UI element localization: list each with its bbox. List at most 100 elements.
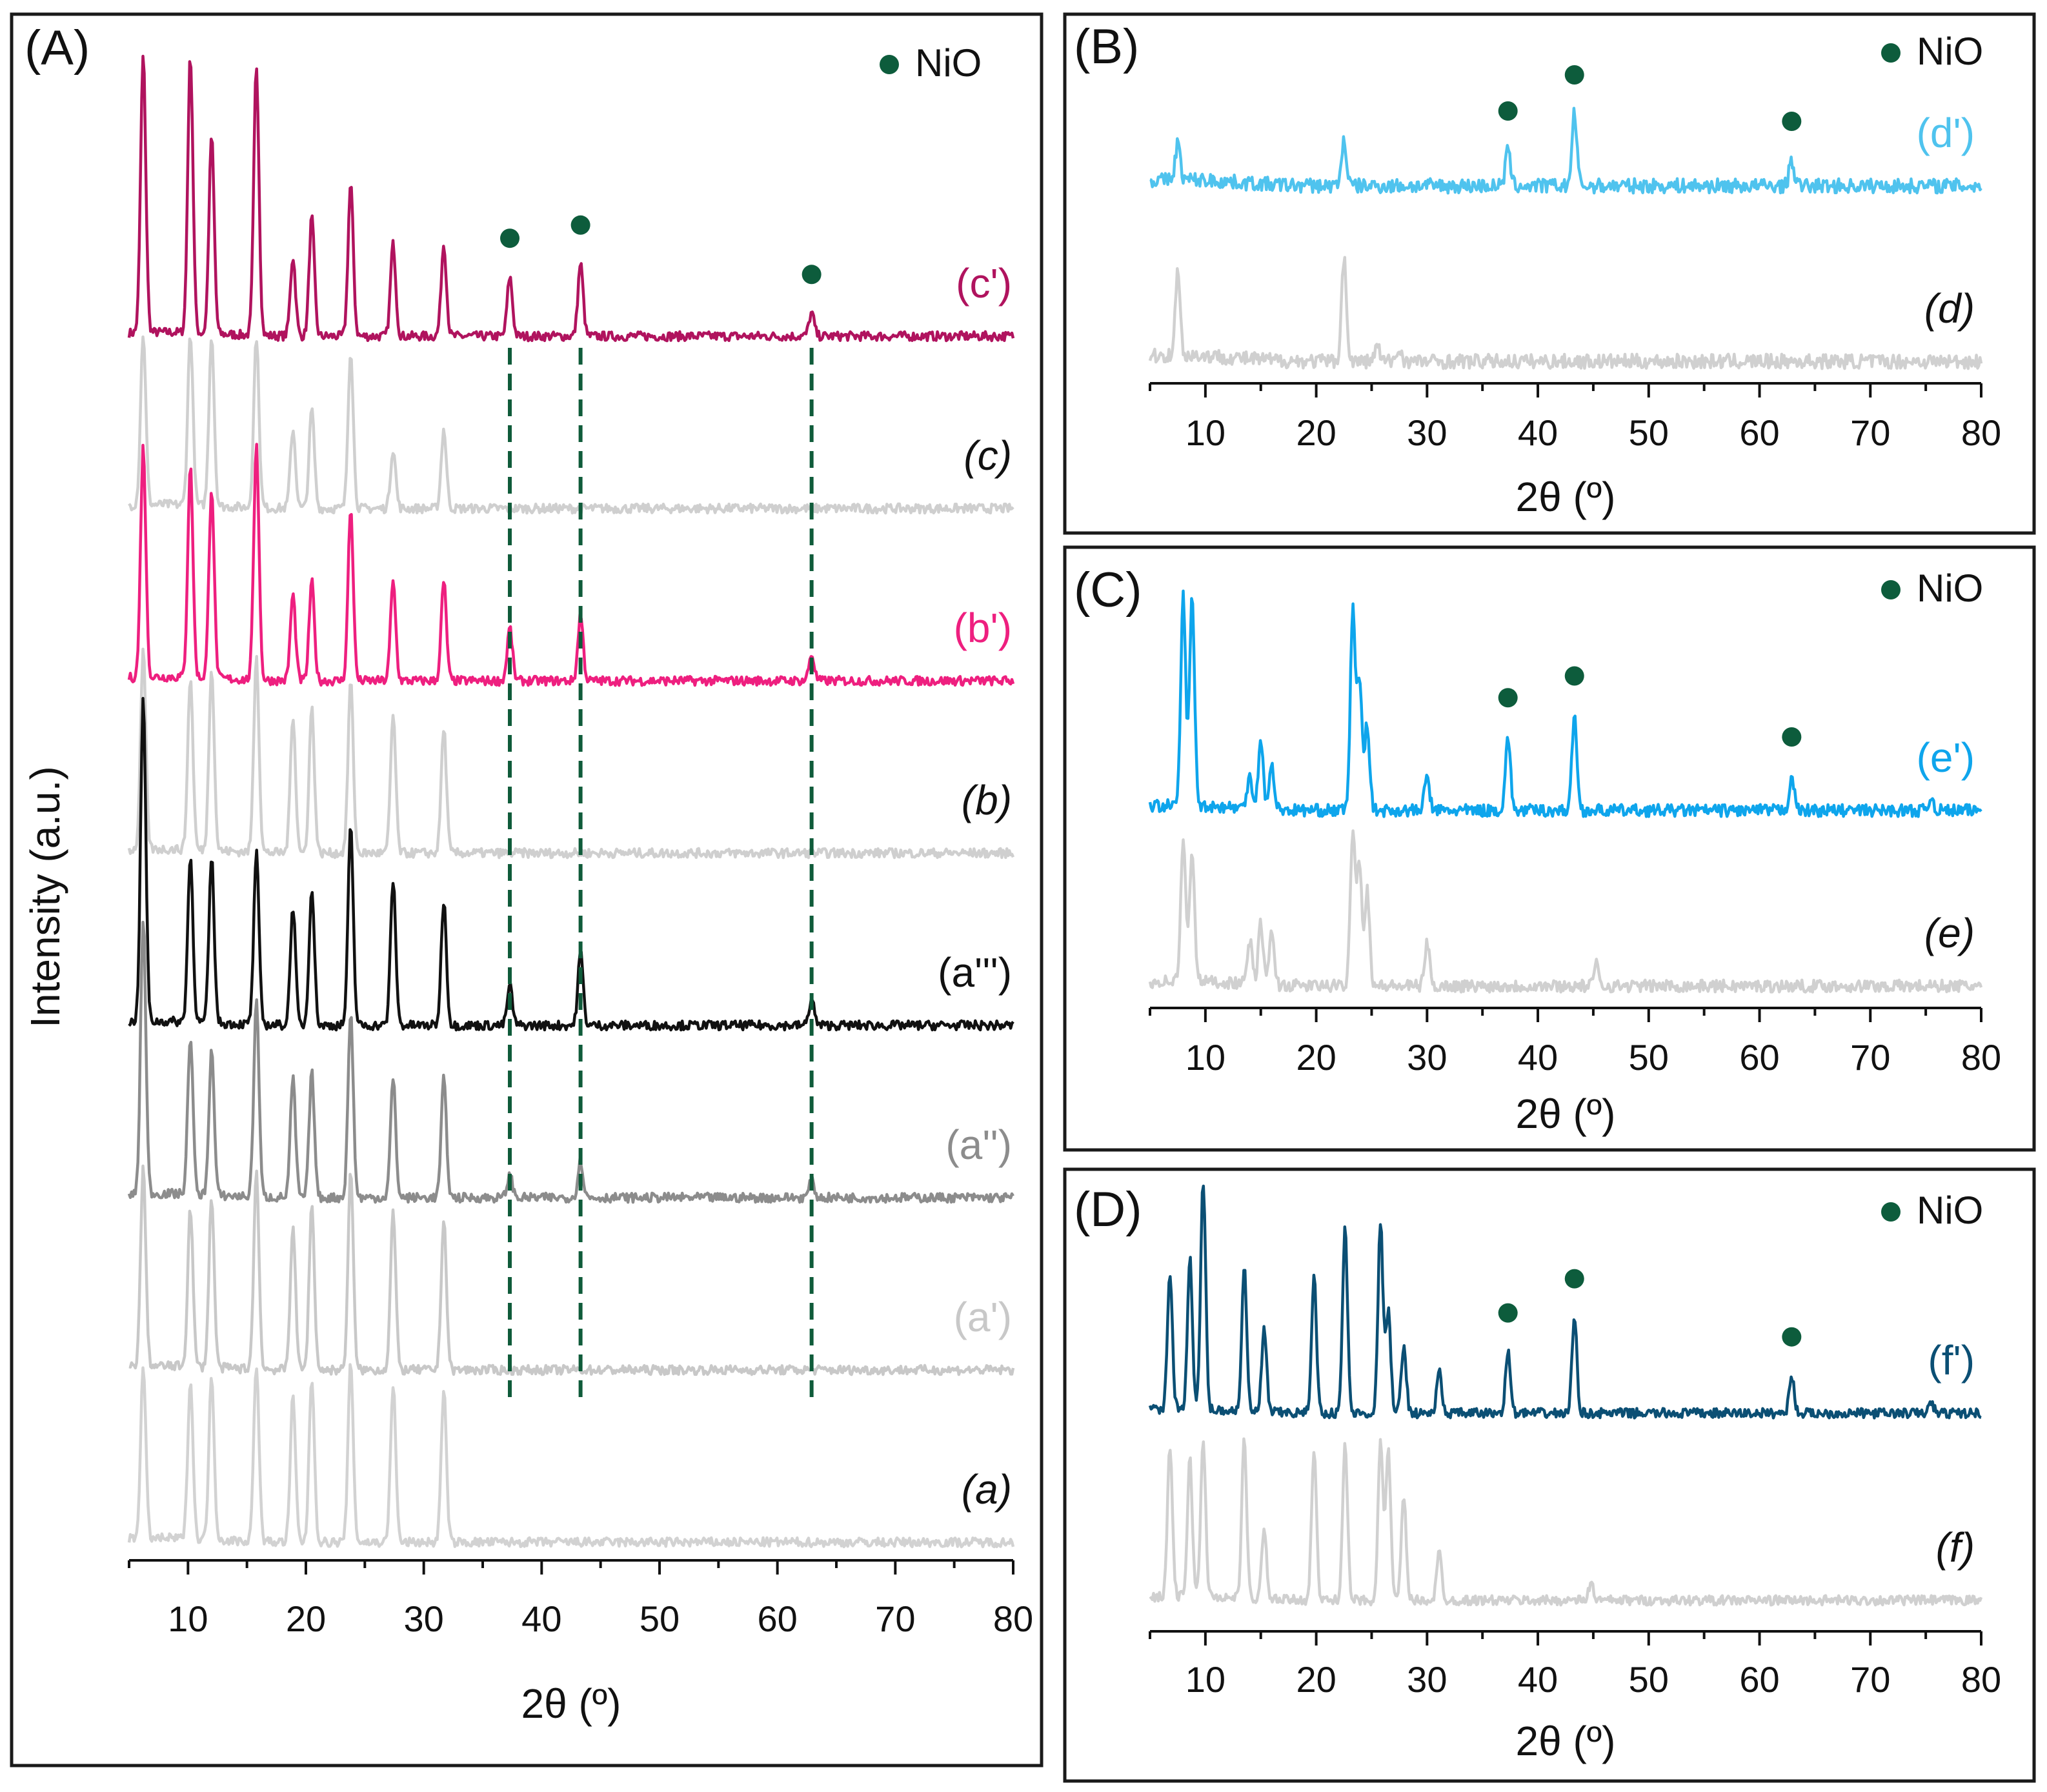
- series-b: (b): [127, 647, 1015, 860]
- x-tick-label: 20: [1296, 1659, 1336, 1700]
- nio-peak-marker: [1782, 727, 1802, 747]
- x-tick-label: 60: [1739, 412, 1779, 453]
- series-line: [127, 1363, 1015, 1549]
- series-a: (a): [127, 1363, 1015, 1549]
- series-label: (f'): [1928, 1337, 1975, 1384]
- x-tick-label: 30: [1407, 412, 1447, 453]
- series-line: [128, 697, 1014, 1032]
- legend: NiO: [880, 41, 982, 85]
- x-axis: 10 20 30 40 50 60 70 80 2θ (º): [128, 1559, 1033, 1727]
- series-line: [1148, 589, 1982, 818]
- x-tick-label: 60: [1739, 1037, 1779, 1078]
- legend-nio-marker: [1881, 43, 1901, 63]
- nio-peak-marker: [1564, 1269, 1584, 1289]
- x-tick-label: 20: [1296, 412, 1336, 453]
- nio-peak-marker: [1498, 688, 1518, 708]
- series-d: (d'): [1149, 106, 1982, 195]
- x-tick-label: 70: [875, 1598, 915, 1639]
- series-label: (a''): [945, 1122, 1012, 1168]
- x-tick-label: 60: [758, 1598, 798, 1639]
- series-label: (c): [963, 432, 1012, 479]
- series-label: (f): [1936, 1524, 1975, 1571]
- series-label: (e'): [1917, 734, 1975, 781]
- nio-peak-marker: [1782, 112, 1802, 131]
- series-line: [1149, 1437, 1983, 1607]
- x-tick-label: 10: [1185, 1659, 1225, 1700]
- series-label: (d'): [1917, 110, 1975, 156]
- series-line: [127, 647, 1015, 860]
- legend-label: NiO: [1917, 1189, 1983, 1232]
- panel-b: (B) NiO 10 20 30 40 50 60 70 80 2θ (º) (d') (d): [1063, 12, 2036, 535]
- legend-label: NiO: [1917, 30, 1983, 73]
- x-axis: 10 20 30 40 50 60 70 80 2θ (º): [1149, 1007, 2001, 1137]
- panel-letter: (B): [1074, 19, 1139, 74]
- series-c: (c'): [127, 54, 1015, 343]
- x-tick-label: 30: [404, 1598, 444, 1639]
- x-tick-label: 70: [1850, 1659, 1890, 1700]
- x-tick-label: 40: [1518, 412, 1558, 453]
- legend-nio-marker: [1881, 580, 1901, 599]
- series-line: [128, 335, 1014, 515]
- series-line: [1148, 256, 1983, 370]
- series-d: (d): [1148, 256, 1983, 370]
- x-tick-label: 50: [1629, 412, 1669, 453]
- panel-frame: [10, 12, 1044, 1767]
- panel-letter: (D): [1074, 1182, 1142, 1237]
- nio-peak-marker: [570, 215, 590, 235]
- x-tick-label: 20: [1296, 1037, 1336, 1078]
- series-label: (e): [1924, 910, 1975, 956]
- x-tick-label: 50: [640, 1598, 680, 1639]
- series-e: (e): [1148, 829, 1983, 994]
- x-tick-label: 60: [1739, 1659, 1779, 1700]
- series-label: (d): [1924, 285, 1975, 332]
- x-axis-title: 2θ (º): [1516, 1091, 1616, 1137]
- legend-label: NiO: [1917, 567, 1983, 610]
- series-label: (a'''): [938, 949, 1012, 996]
- x-tick-label: 30: [1407, 1037, 1447, 1078]
- panel-letter: (C): [1074, 563, 1142, 618]
- x-tick-label: 80: [1961, 1037, 2001, 1078]
- series-line: [1148, 829, 1983, 994]
- panel-frame: [1063, 12, 2036, 535]
- series-a: (a'): [128, 1164, 1015, 1376]
- x-tick-label: 10: [1185, 412, 1225, 453]
- panel-d: (D) NiO 10 20 30 40 50 60 70 80 2θ (º) (f') (f): [1063, 1167, 2036, 1783]
- x-tick-label: 10: [168, 1598, 208, 1639]
- nio-peak-marker: [1564, 65, 1584, 85]
- x-tick-label: 70: [1850, 1037, 1890, 1078]
- x-tick-label: 20: [286, 1598, 326, 1639]
- nio-peak-marker: [1782, 1327, 1802, 1347]
- x-tick-label: 40: [1518, 1659, 1558, 1700]
- nio-peak-marker: [1564, 666, 1584, 686]
- series-label: (a): [962, 1466, 1012, 1513]
- series-e: (e'): [1148, 589, 1982, 818]
- x-axis-title: 2θ (º): [521, 1680, 621, 1727]
- panel-a: (A) NiO 10 20 30 40 50 60 70 80 2θ (º) Intensity (a…: [10, 12, 1044, 1767]
- series-f: (f'): [1148, 1184, 1982, 1420]
- series-label: (c'): [956, 260, 1012, 307]
- series-a: (a''): [127, 920, 1014, 1204]
- panel-frame: [1063, 1167, 2036, 1783]
- series-line: [1148, 1184, 1982, 1420]
- legend-nio-marker: [1881, 1202, 1901, 1222]
- legend: NiO: [1881, 567, 1983, 610]
- panel-letter: (A): [25, 21, 90, 76]
- series-line: [128, 1164, 1015, 1376]
- panel-c: (C) NiO 10 20 30 40 50 60 70 80 2θ (º) (e') (e): [1063, 545, 2036, 1152]
- x-tick-label: 80: [1961, 412, 2001, 453]
- series-label: (b'): [954, 605, 1012, 651]
- x-axis-title: 2θ (º): [1516, 1718, 1616, 1764]
- x-axis: 10 20 30 40 50 60 70 80 2θ (º): [1149, 1630, 2001, 1764]
- x-tick-label: 40: [521, 1598, 561, 1639]
- series-c: (c): [128, 335, 1014, 515]
- nio-peak-marker: [1498, 101, 1518, 121]
- y-axis-title: Intensity (a.u.): [22, 766, 68, 1028]
- x-axis-title: 2θ (º): [1516, 474, 1616, 520]
- legend: NiO: [1881, 1189, 1983, 1232]
- x-tick-label: 80: [993, 1598, 1033, 1639]
- x-tick-label: 50: [1629, 1037, 1669, 1078]
- series-label: (a'): [954, 1294, 1012, 1340]
- series-line: [127, 443, 1015, 687]
- nio-peak-marker: [802, 265, 822, 285]
